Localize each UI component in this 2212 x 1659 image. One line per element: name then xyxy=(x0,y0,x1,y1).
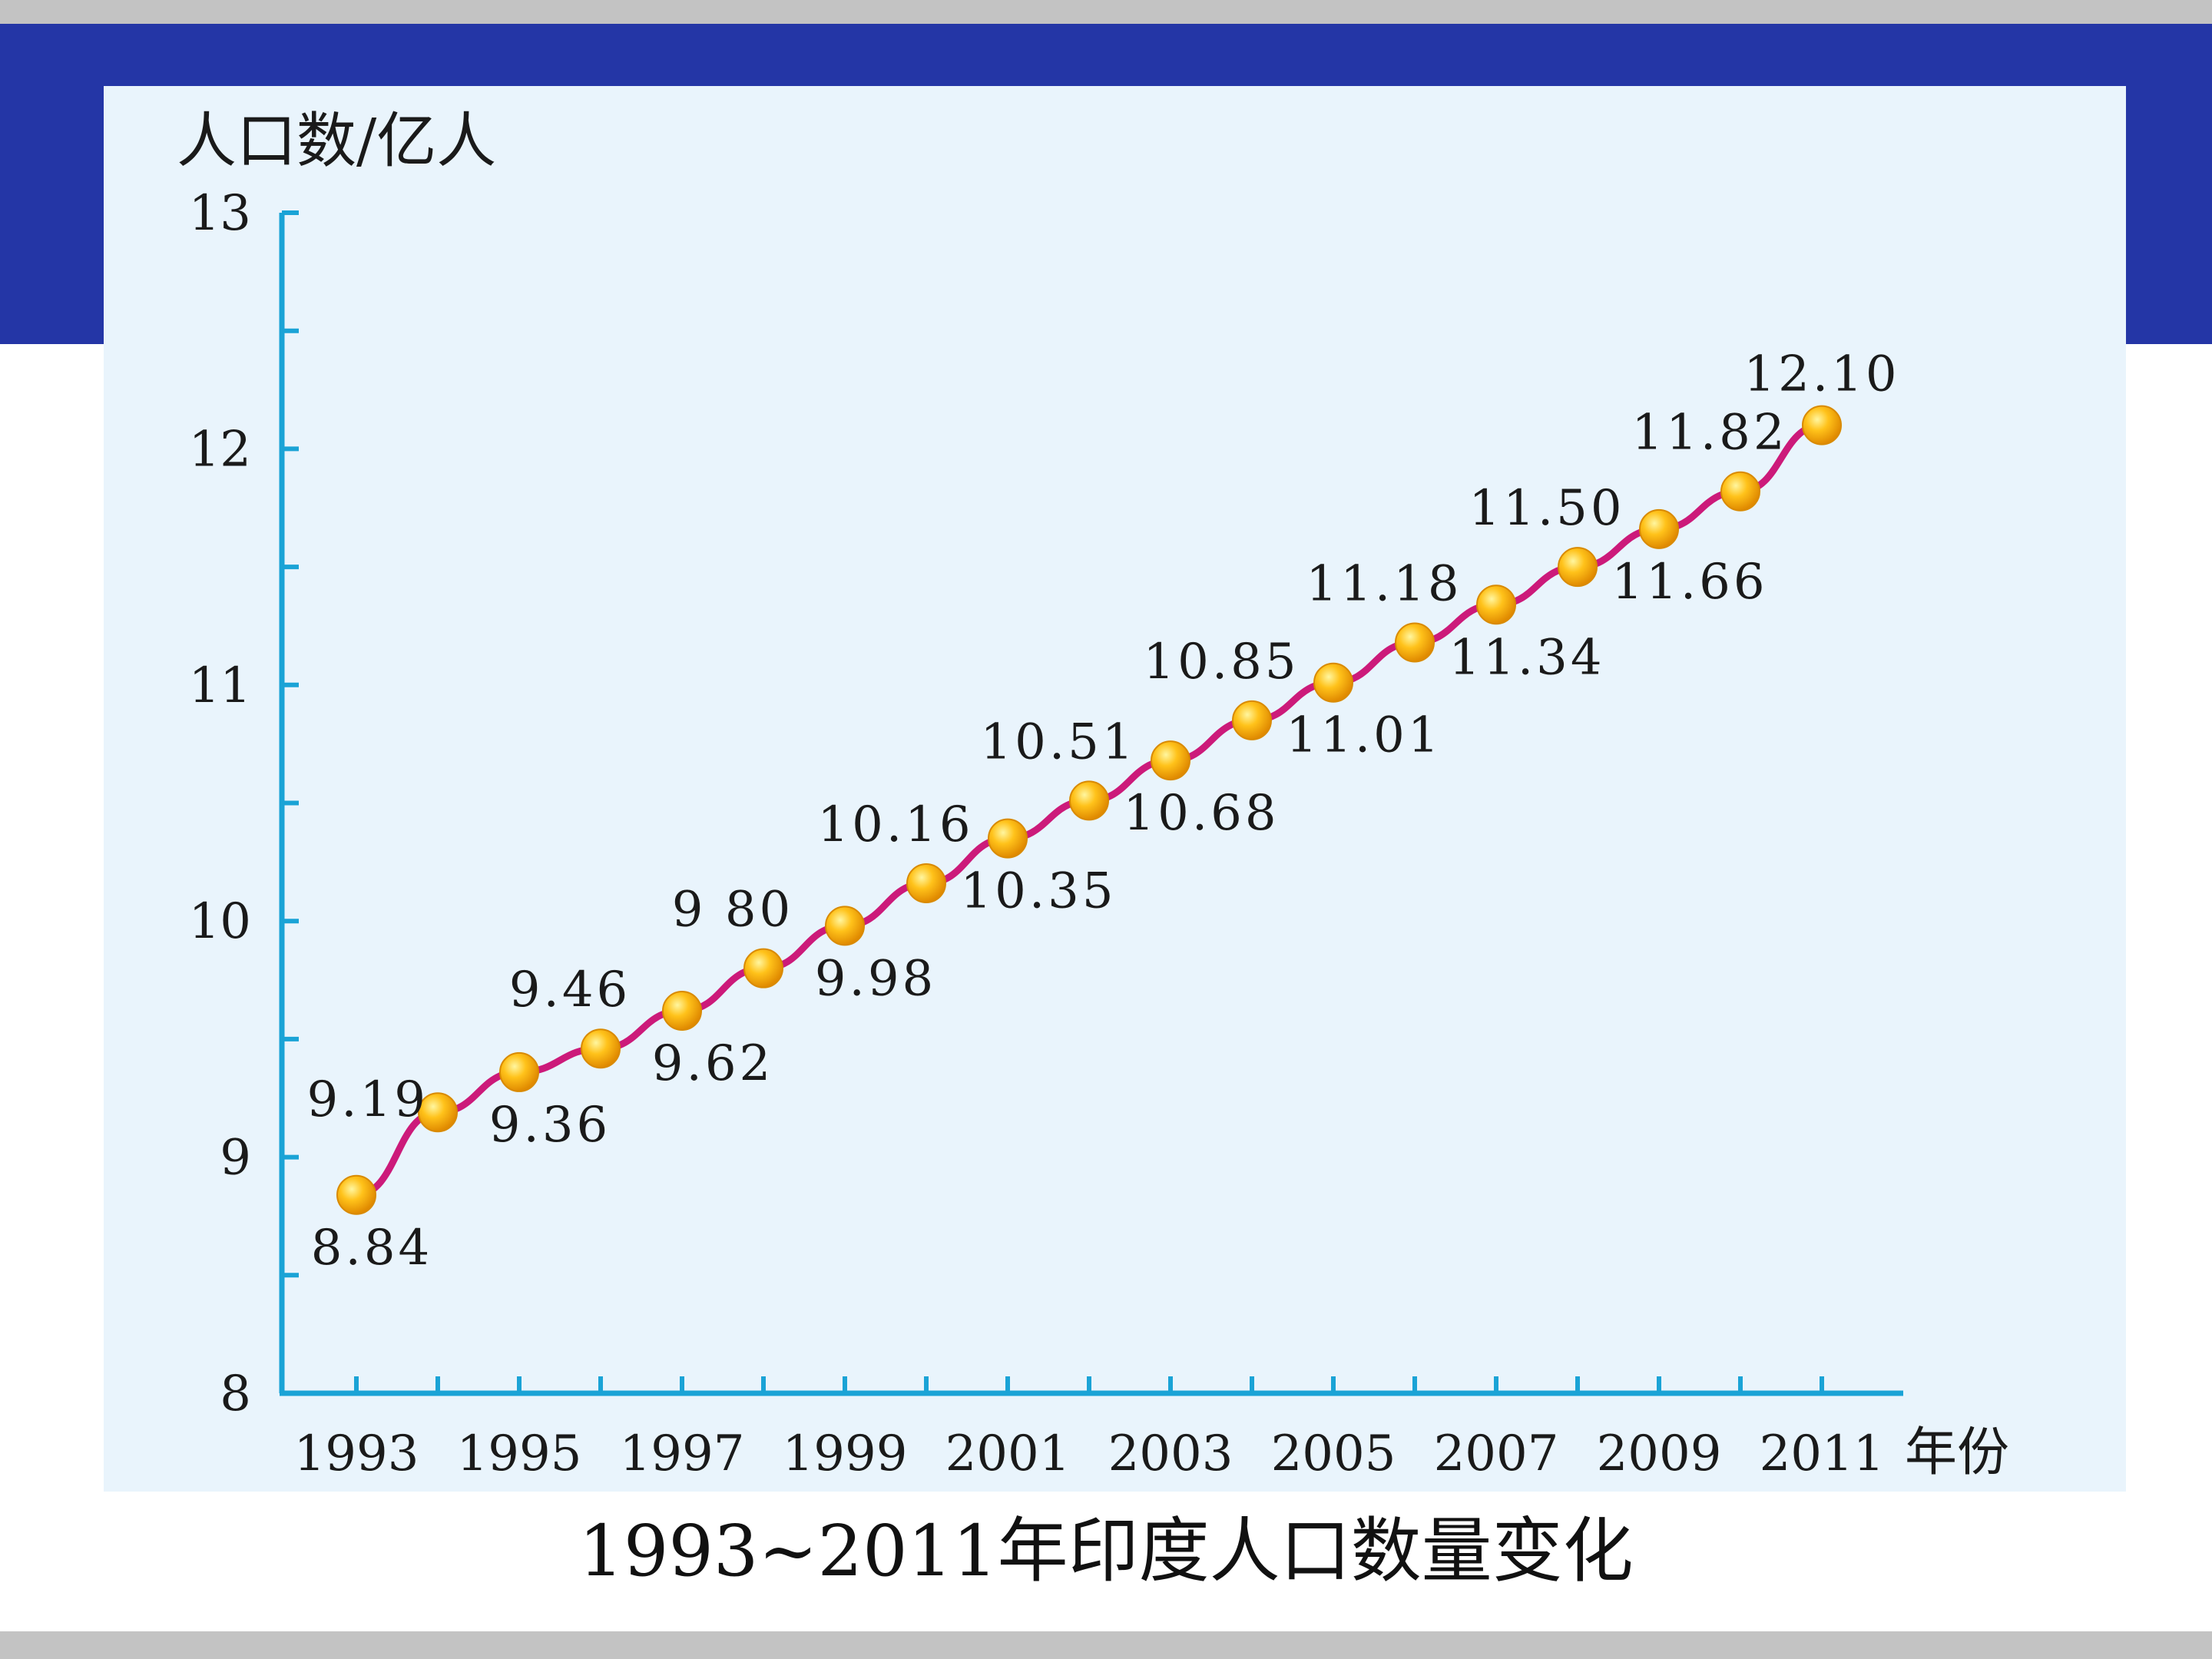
y-tick-label: 13 xyxy=(189,185,251,242)
figure-caption: 1993~2011年印度人口数量变化 xyxy=(578,1510,1634,1592)
data-point xyxy=(418,1092,458,1133)
data-label: 9.46 xyxy=(509,962,631,1018)
data-point xyxy=(1395,622,1435,663)
data-point xyxy=(1313,662,1353,703)
data-label: 10.51 xyxy=(980,714,1136,770)
data-point xyxy=(1639,508,1679,549)
data-label: 9.36 xyxy=(489,1097,611,1154)
data-point xyxy=(1476,584,1516,625)
y-axis-title: 人口数/亿人 xyxy=(177,107,496,176)
y-tick-label: 11 xyxy=(189,657,251,714)
y-tick-label: 9 xyxy=(220,1130,251,1187)
data-label: 10.68 xyxy=(1123,785,1279,842)
x-tick-label: 2007 xyxy=(1434,1426,1559,1482)
data-label: 11.18 xyxy=(1306,555,1462,612)
x-tick-label: 2005 xyxy=(1271,1426,1396,1482)
x-tick-label: 2011 xyxy=(1760,1426,1885,1482)
data-point xyxy=(906,863,946,904)
data-point xyxy=(743,948,783,988)
data-label: 11.82 xyxy=(1631,405,1787,462)
data-label: 11.34 xyxy=(1449,629,1604,686)
y-tick-label: 8 xyxy=(220,1366,251,1422)
data-point xyxy=(1151,740,1190,781)
data-label: 10.35 xyxy=(960,863,1116,920)
data-point xyxy=(499,1051,539,1092)
bottom-border-bar xyxy=(0,1631,2212,1659)
data-label: 9 80 xyxy=(672,882,794,939)
x-axis-title: 年份 xyxy=(1905,1422,2009,1483)
x-tick-label: 2003 xyxy=(1108,1426,1233,1482)
chart-panel xyxy=(104,86,2126,1492)
data-label: 8.84 xyxy=(311,1220,433,1277)
x-tick-label: 1999 xyxy=(783,1426,908,1482)
data-label: 9.19 xyxy=(307,1071,429,1128)
data-point xyxy=(662,991,702,1031)
data-point xyxy=(581,1028,621,1069)
data-label: 11.50 xyxy=(1469,480,1624,537)
top-border-bar xyxy=(0,0,2212,24)
x-tick-label: 1997 xyxy=(620,1426,745,1482)
data-label: 9.62 xyxy=(652,1035,774,1092)
data-label: 11.01 xyxy=(1286,707,1442,764)
data-point xyxy=(1069,780,1109,821)
x-tick-label: 2009 xyxy=(1597,1426,1722,1482)
data-label: 9.98 xyxy=(815,950,937,1007)
y-tick-label: 12 xyxy=(189,421,251,478)
data-point xyxy=(1720,471,1760,512)
data-point xyxy=(336,1174,376,1215)
data-label: 12.10 xyxy=(1743,346,1899,403)
x-tick-label: 2001 xyxy=(945,1426,1071,1482)
data-point xyxy=(825,906,865,946)
x-tick-label: 1993 xyxy=(294,1426,419,1482)
data-label: 11.66 xyxy=(1611,554,1767,611)
data-label: 10.16 xyxy=(817,796,973,853)
data-point xyxy=(1558,547,1598,588)
data-point xyxy=(1232,700,1272,740)
data-point xyxy=(988,818,1028,859)
x-tick-label: 1995 xyxy=(457,1426,582,1482)
y-tick-label: 10 xyxy=(189,893,251,950)
data-point xyxy=(1802,405,1842,445)
data-label: 10.85 xyxy=(1143,634,1299,690)
